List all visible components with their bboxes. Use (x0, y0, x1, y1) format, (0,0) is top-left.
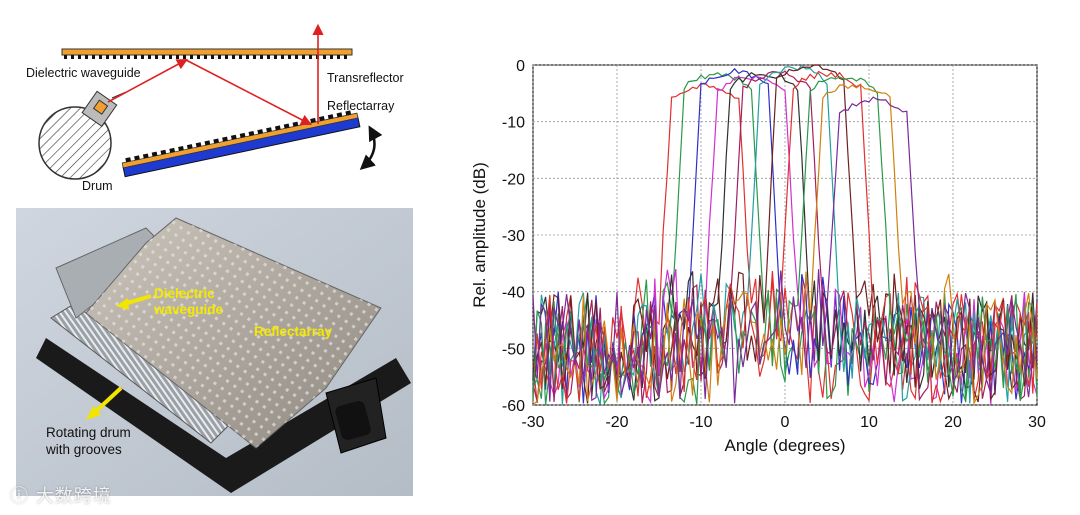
y-axis-label: Rel. amplitude (dB) (470, 162, 489, 308)
x-tick-label: -20 (605, 414, 628, 431)
watermark: ⓘ 大数跨境 (10, 482, 112, 508)
photo-label-reflectarray: Reflectarray (254, 324, 332, 339)
x-tick-label: -10 (689, 414, 712, 431)
label-transreflector: Transreflector (327, 71, 404, 85)
x-tick-label: 20 (944, 414, 962, 431)
label-reflectarray: Reflectarray (327, 99, 395, 113)
y-tick-label: -50 (502, 341, 525, 358)
x-tick-label: 0 (781, 414, 790, 431)
photo-label-rotating-drum: Rotating drum with grooves (46, 424, 131, 458)
amplitude-chart: -30 -20 -10 0 10 20 30 0 -10 -20 -30 -40 -50 -60 Angl… (455, 45, 1075, 515)
x-tick-label: 30 (1028, 414, 1046, 431)
x-tick-label: 10 (860, 414, 878, 431)
label-drum: Drum (82, 179, 113, 193)
y-tick-label: -60 (502, 398, 525, 415)
y-tick-label: -30 (502, 228, 525, 245)
x-tick-label: -30 (521, 414, 544, 431)
y-tick-label: -20 (502, 171, 525, 188)
photo-label-dielectric-waveguide: Dielectric waveguide (154, 286, 223, 318)
reflectarray (121, 109, 359, 177)
x-axis-label: Angle (degrees) (725, 436, 846, 455)
transreflector (62, 49, 352, 59)
antenna-photo: Dielectric waveguide Reflectarray Rotati… (16, 208, 413, 496)
label-dielectric-waveguide: Dielectric waveguide (26, 66, 141, 80)
y-tick-label: -40 (502, 285, 525, 302)
antenna-schematic: Dielectric waveguide Transreflector Refl… (0, 0, 420, 200)
rotation-arrow (362, 128, 375, 168)
y-tick-label: 0 (516, 58, 525, 75)
y-tick-label: -10 (502, 115, 525, 132)
